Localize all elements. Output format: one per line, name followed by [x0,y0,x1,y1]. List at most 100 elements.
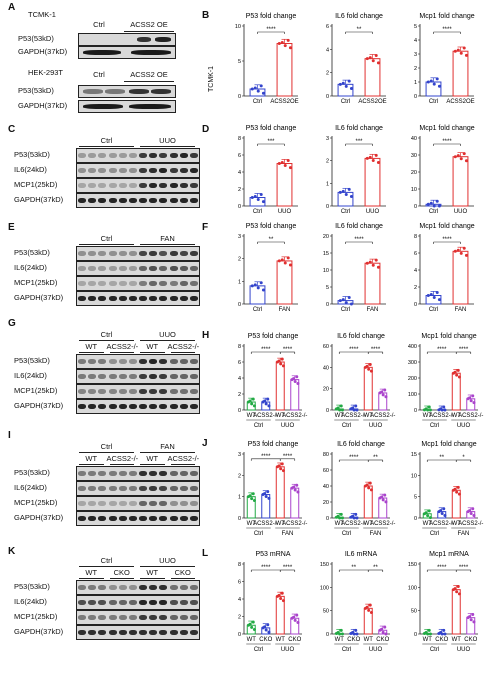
blot-k-band [108,629,117,636]
blot-c-band [88,182,97,189]
sig-label: ** [269,237,274,243]
blot-g-subgroup-line-3 [170,352,195,353]
blot-c-band [179,167,188,174]
blot-k-band [88,629,97,636]
chart-title: IL6 fold change [335,223,383,230]
data-point [340,632,344,636]
data-point [339,628,343,632]
group-label: UUO [457,423,471,429]
blot-k-band [98,599,107,606]
blot-i-band [189,515,198,522]
y-tick-label: 0 [238,516,241,522]
blot-e-band [88,250,97,257]
panel-letter-i: I [8,430,11,441]
data-point [456,154,460,158]
blot-k-band [88,584,97,591]
x-tick-label: CKO [259,637,272,643]
data-point [453,487,457,491]
y-tick-label: 0 [326,204,329,210]
data-point [286,158,290,162]
y-tick-label: 150 [408,562,417,568]
blot-k-group-line-1 [140,566,195,567]
blot-g-subgroup-2: WT [146,342,159,351]
x-tick-label: WT [276,521,286,527]
blot-k-band [128,599,137,606]
x-tick-label: FAN [367,307,379,313]
x-tick-label: Ctrl [253,99,262,105]
blot-e-row-label-3: GAPDH(37kD) [14,293,64,302]
data-point [428,408,432,412]
blot-e-band [88,280,97,287]
sig-label: **** [459,565,469,571]
blot-i-group-1: FAN [160,442,175,451]
blot-c-group-1: UUO [159,136,176,145]
data-point [351,406,355,410]
sig-label: **** [371,347,381,353]
blot-k-row-label-0: P53(53kD) [14,582,50,591]
data-point [279,362,283,366]
data-point [280,462,284,466]
sig-label: **** [283,347,293,353]
blot-c-band [108,152,117,159]
blot-g-band [139,373,148,380]
x-tick-label: Ctrl [429,99,438,105]
data-point [453,370,457,374]
blot-g-band [159,388,168,395]
panel-letter-f: F [202,222,209,233]
blot-k-band [179,584,188,591]
data-point [280,357,284,361]
data-point [435,77,439,81]
blot-i-band [149,515,158,522]
blot-k-band [88,614,97,621]
y-tick-label: 0 [414,516,417,522]
data-point [267,630,271,634]
blot-e-band [149,265,158,272]
data-point [368,481,372,485]
blot-e-band [98,280,107,287]
blot-i-band [189,500,198,507]
blot-c-row-label-0: P53(53kD) [14,150,50,159]
data-point [355,632,359,636]
data-point [344,84,348,88]
data-point [469,399,473,403]
data-point [277,42,281,45]
group-label: FAN [458,531,470,537]
data-point [432,82,436,86]
y-tick-label: 40 [323,365,329,371]
blot-i-band [108,500,117,507]
data-point [264,628,268,632]
blot-e-band [128,265,137,272]
blot-g-band [78,388,87,395]
data-point [468,396,472,400]
chart-title: Mcp1 fold change [421,441,476,448]
data-point [338,190,342,194]
data-point [293,380,297,384]
blot-i-strip-2 [76,496,200,511]
data-point [440,408,444,412]
blot-k-band [169,629,178,636]
sig-label: ** [373,455,378,461]
data-point [339,512,343,516]
blot-k-band [139,599,148,606]
x-tick-label: ACSS2OE [358,99,386,105]
data-point [266,623,270,627]
blot-c-band [108,167,117,174]
blot-g-band [98,403,107,410]
data-point [250,625,254,629]
blot-g-subgroup-line-1 [109,352,134,353]
blot-e-band [78,280,87,287]
chart-j-il6: IL6 fold change020406080WTACSS2-/-WTACSS… [323,441,396,537]
blot-g-band [78,373,87,380]
data-point [288,166,292,170]
blot-g-subgroup-0: WT [85,342,98,351]
x-tick-label: CKO [435,637,448,643]
data-point [266,490,270,494]
sig-label: **** [354,237,364,243]
panel-letter-k: K [8,546,16,557]
data-point [253,283,257,287]
blot-g-band [139,403,148,410]
data-point [426,202,430,206]
blot-c-band [179,152,188,159]
chart-title: IL6 fold change [335,125,383,132]
